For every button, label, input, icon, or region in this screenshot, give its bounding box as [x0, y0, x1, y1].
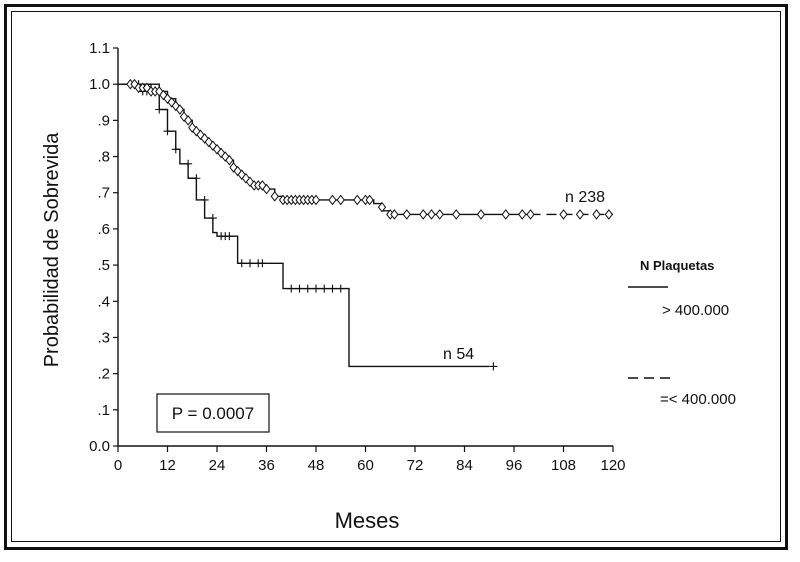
y-tick-label: .2 [97, 366, 110, 383]
censor-marker-plus [287, 284, 296, 293]
censor-marker-diamond [402, 209, 411, 220]
censor-marker-diamond [167, 96, 176, 108]
censor-marker-plus [258, 259, 267, 268]
censor-marker-diamond [604, 209, 614, 220]
survival-curve-gt-400000 [118, 83, 490, 368]
y-tick-label: .5 [97, 257, 110, 274]
x-tick-label: 24 [209, 457, 226, 474]
censor-marker-diamond [241, 172, 251, 184]
censor-marker-plus [336, 284, 345, 293]
y-tick-label: .8 [97, 149, 110, 166]
x-tick-label: 84 [456, 457, 473, 474]
censor-marker-diamond [270, 191, 279, 202]
censor-marker-plus [163, 127, 172, 136]
x-axis-label: Meses [335, 508, 400, 533]
censor-marker-diamond [452, 209, 461, 220]
y-tick-label: 1.1 [89, 40, 110, 57]
x-tick-label: 96 [506, 457, 523, 474]
censor-marker-diamond [245, 176, 255, 188]
censor-marker-plus [295, 284, 304, 293]
censor-marker-diamond [155, 86, 164, 97]
censor-marker-plus [200, 195, 209, 204]
censor-marker-diamond [204, 136, 213, 148]
y-tick-label: .4 [97, 293, 110, 310]
censor-marker-diamond [390, 209, 399, 220]
censor-marker-diamond [419, 209, 428, 220]
censor-marker-plus [303, 284, 312, 293]
y-tick-label: 1.0 [89, 76, 110, 93]
censor-marker-plus [489, 362, 498, 371]
figure-border [4, 4, 788, 550]
x-tick-label: 12 [159, 457, 176, 474]
censor-marker-diamond [526, 209, 535, 220]
y-axis-label: Probabilidad de Sobrevida [41, 132, 63, 367]
censor-marker-diamond [336, 194, 345, 206]
axes-group [117, 48, 613, 447]
censor-marker-diamond [592, 209, 601, 220]
y-tick-label: .9 [97, 112, 110, 129]
legend-entry-le-400000: =< 400.000 [660, 391, 736, 408]
censor-marker-diamond [183, 115, 193, 126]
x-tick-label: 36 [258, 457, 275, 474]
y-tick-label: .3 [97, 329, 110, 346]
censor-marker-plus [328, 284, 337, 293]
censor-marker-diamond [559, 209, 568, 220]
censor-marker-plus [192, 174, 201, 183]
censor-marker-diamond [476, 209, 486, 220]
censor-marker-diamond [163, 93, 172, 104]
censor-marker-diamond [262, 183, 271, 195]
censor-marker-diamond [258, 180, 267, 191]
figure-inner-border [11, 11, 781, 542]
censor-marker-diamond [159, 89, 168, 101]
censor-marker-diamond [200, 133, 209, 144]
censor-marker-diamond [188, 122, 197, 133]
x-tick-label: 48 [308, 457, 325, 474]
legend-entry-gt-400000: > 400.000 [662, 302, 729, 319]
censor-marker-diamond [311, 194, 321, 206]
censor-marker-diamond [501, 209, 510, 220]
censor-marker-plus [320, 284, 329, 293]
censor-marker-diamond [435, 209, 444, 220]
censor-marker-plus [225, 232, 234, 241]
legend-title: N Plaquetas [640, 258, 714, 273]
censor-marker-diamond [377, 201, 387, 213]
x-tick-label: 108 [551, 457, 576, 474]
censor-marker-plus [171, 145, 180, 154]
censor-marker-diamond [208, 140, 218, 152]
censor-marker-diamond [328, 194, 337, 206]
p-value-box [156, 393, 270, 433]
x-tick-label: 60 [357, 457, 374, 474]
censor-markers-group [126, 78, 614, 371]
censor-marker-plus [208, 214, 217, 223]
censor-marker-diamond [427, 209, 436, 220]
series-label-n54: n 54 [443, 346, 474, 363]
y-tick-label: .1 [97, 402, 110, 419]
censor-marker-plus [312, 284, 320, 293]
series-label-n238: n 238 [565, 189, 605, 206]
p-value-annotation: P = 0.0007 [172, 404, 254, 423]
censor-marker-diamond [518, 209, 527, 220]
y-tick-label: .6 [97, 221, 110, 238]
y-tick-label: 0.0 [89, 438, 110, 455]
x-tick-label: 72 [407, 457, 424, 474]
censor-marker-plus [246, 259, 254, 268]
tick-group: 0 12 24 36 48 60 72 84 96 108 120 0.0 .1 .2 .3 .4 .5 .6 .7… [89, 40, 625, 474]
censor-marker-diamond [575, 209, 585, 220]
censor-marker-diamond [365, 194, 374, 206]
censor-marker-plus [237, 259, 246, 268]
x-tick-label: 0 [114, 457, 122, 474]
censor-marker-plus [184, 159, 193, 168]
censor-marker-diamond [175, 104, 185, 115]
y-tick-label: .7 [97, 185, 110, 202]
censor-marker-plus [155, 105, 164, 114]
x-tick-label: 120 [600, 457, 625, 474]
censor-marker-diamond [171, 100, 180, 112]
censor-marker-diamond [225, 154, 234, 166]
censor-marker-diamond [353, 194, 362, 206]
